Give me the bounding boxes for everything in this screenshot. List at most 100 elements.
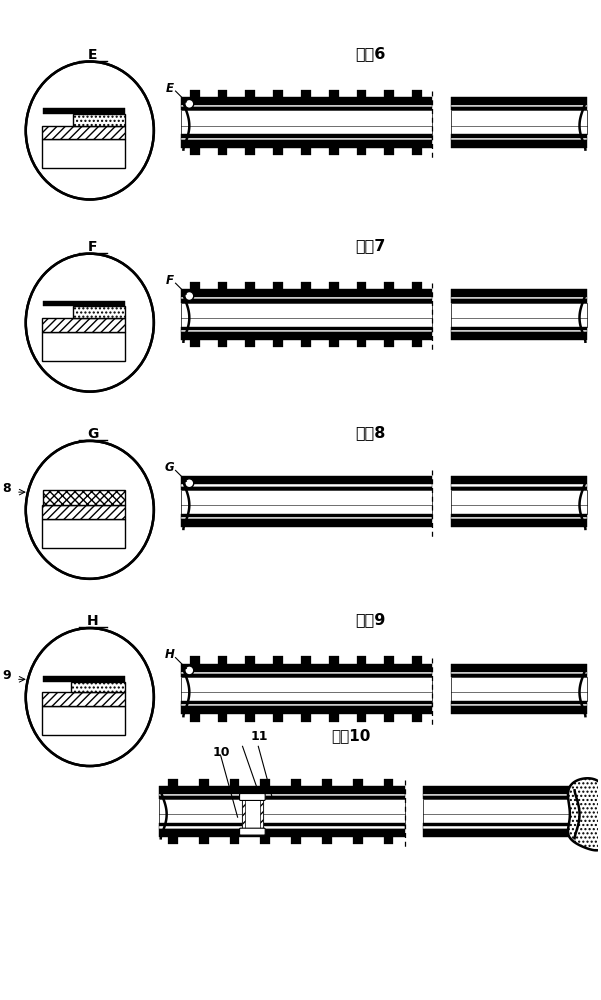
Bar [383,837,394,844]
Bar [423,829,573,837]
Bar [41,519,125,548]
Bar [43,301,125,306]
Bar [43,490,125,505]
Bar [412,340,422,347]
Text: G: G [165,461,174,474]
Bar [451,701,587,704]
Bar [273,90,283,97]
Bar [273,656,283,664]
Bar [182,97,432,105]
Bar [423,794,573,796]
Text: H: H [87,614,99,628]
Bar [423,786,573,794]
Ellipse shape [26,628,154,766]
Bar [451,299,587,303]
Bar [451,674,587,677]
Bar [182,706,432,714]
Bar [190,282,200,289]
Text: 9: 9 [2,669,11,682]
Bar [182,327,432,330]
Bar [159,794,405,796]
Bar [168,779,178,786]
Bar [199,837,209,844]
Bar [159,826,405,829]
Text: 8: 8 [2,482,11,495]
Text: 步骤9: 步骤9 [355,612,386,627]
Bar [412,148,422,155]
Bar [322,837,332,844]
Bar [41,692,125,706]
Bar [182,672,432,674]
Bar [329,340,339,347]
Text: 步骤7: 步骤7 [355,238,386,253]
Bar [242,799,263,829]
Text: 10: 10 [213,746,230,759]
Bar [182,289,432,297]
Bar [301,714,311,722]
Bar [245,282,255,289]
Bar [218,90,227,97]
Text: G: G [87,427,99,441]
Text: F: F [166,274,174,287]
Bar [182,299,432,303]
Bar [159,823,405,826]
Bar [329,90,339,97]
Bar [273,148,283,155]
Bar [182,303,432,327]
Circle shape [185,479,194,488]
Text: 11: 11 [251,730,268,743]
Bar [273,714,283,722]
Bar [322,779,332,786]
Bar [385,90,394,97]
Bar [245,656,255,664]
Bar [451,664,587,672]
Bar [71,682,125,692]
Bar [245,714,255,722]
Bar [182,330,432,332]
Bar [451,332,587,340]
Bar [242,799,245,829]
Bar [301,90,311,97]
Bar [199,779,209,786]
Bar [412,656,422,664]
Bar [451,704,587,706]
Bar [182,704,432,706]
Bar [451,484,587,487]
Bar [245,148,255,155]
Bar [356,90,367,97]
Bar [291,779,301,786]
Bar [451,517,587,519]
Bar [73,114,125,126]
Bar [412,90,422,97]
Text: 步骤8: 步骤8 [355,425,386,440]
Bar [182,138,432,140]
Bar [385,148,394,155]
Bar [451,514,587,517]
Bar [412,714,422,722]
Bar [451,289,587,297]
Bar [182,664,432,672]
Bar [291,837,301,844]
Bar [451,107,587,110]
Bar [451,490,587,514]
Bar [41,318,125,332]
Bar [451,97,587,105]
Bar [43,676,125,682]
Polygon shape [568,778,601,850]
Text: 5:1: 5:1 [83,63,103,76]
Bar [451,706,587,714]
Bar [41,706,125,735]
Bar [218,656,227,664]
Circle shape [185,666,194,675]
Bar [356,148,367,155]
Text: E: E [88,48,97,62]
Bar [301,656,311,664]
Bar [383,779,394,786]
Bar [182,297,432,299]
Text: F: F [88,240,97,254]
Bar [451,138,587,140]
Bar [182,110,432,134]
Bar [329,282,339,289]
Bar [356,340,367,347]
Bar [182,107,432,110]
